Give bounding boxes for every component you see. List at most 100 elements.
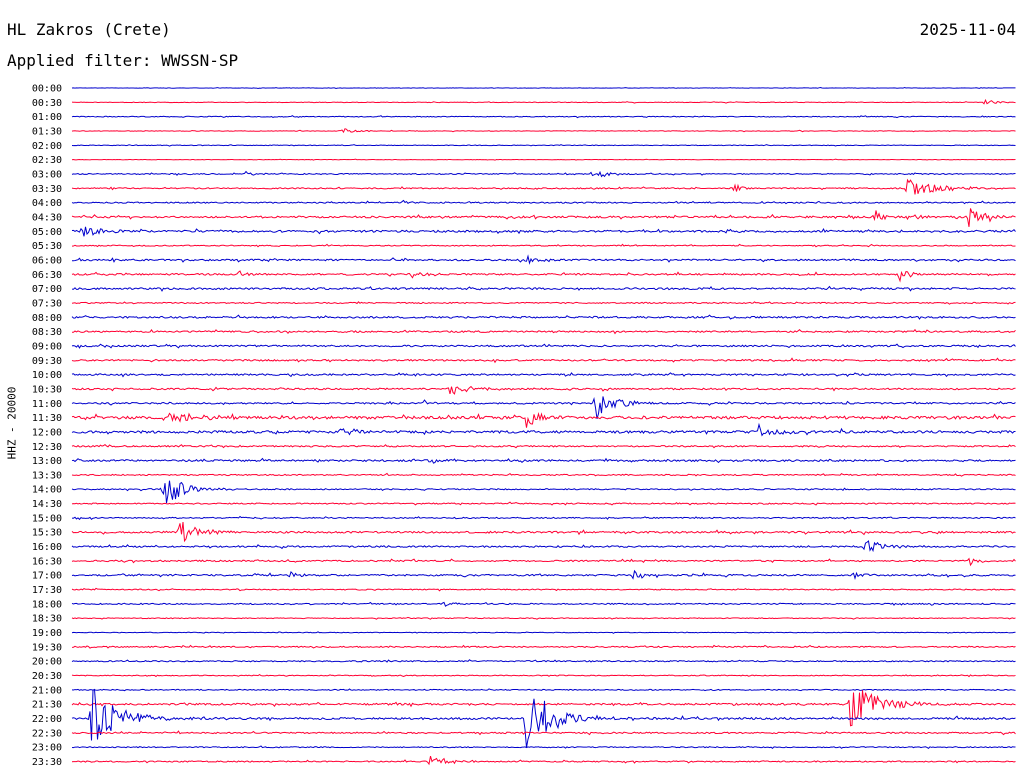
hour-label-2230: 22:30: [32, 728, 62, 739]
hour-label-0430: 04:30: [32, 212, 62, 223]
trace-1530: [71, 521, 1016, 543]
trace-1800: [71, 601, 1016, 607]
hour-label-1630: 16:30: [32, 556, 62, 567]
trace-1830: [71, 616, 1016, 620]
trace-1030: [71, 385, 1016, 395]
trace-0200: [71, 144, 1016, 147]
trace-1330: [71, 472, 1016, 477]
trace-0030: [71, 98, 1016, 105]
trace-1100: [71, 396, 1016, 419]
trace-1730: [71, 587, 1016, 592]
hour-label-1930: 19:30: [32, 642, 62, 653]
seismic-traces: [71, 86, 1016, 766]
hour-label-0330: 03:30: [32, 184, 62, 195]
trace-2130: [71, 690, 1016, 727]
hour-label-0830: 08:30: [32, 327, 62, 338]
hour-label-0700: 07:00: [32, 284, 62, 295]
trace-1930: [71, 644, 1016, 649]
hour-labels: 00:00 00:30 01:00 01:30 02:00 02:30 03:00 03:30…: [32, 84, 62, 769]
hour-label-0130: 01:30: [32, 126, 62, 137]
trace-2100: [71, 688, 1016, 692]
trace-1430: [71, 501, 1016, 506]
hour-label-1600: 16:00: [32, 542, 62, 553]
hour-label-0900: 09:00: [32, 341, 62, 352]
hour-label-1130: 11:30: [32, 413, 62, 424]
trace-0930: [71, 357, 1016, 364]
filter-label: Applied filter: WWSSN-SP: [7, 51, 239, 70]
hour-label-1530: 15:30: [32, 528, 62, 539]
trace-0900: [71, 343, 1016, 349]
trace-1500: [71, 515, 1016, 521]
trace-0530: [71, 243, 1016, 248]
hour-label-2200: 22:00: [32, 714, 62, 725]
hour-label-0500: 05:00: [32, 227, 62, 238]
trace-0700: [71, 285, 1016, 292]
trace-0430: [71, 208, 1016, 227]
hour-label-2300: 23:00: [32, 743, 62, 754]
trace-0830: [71, 328, 1016, 335]
hour-label-0230: 02:30: [32, 155, 62, 166]
trace-0500: [71, 226, 1016, 237]
trace-1230: [71, 443, 1016, 449]
trace-0400: [71, 199, 1016, 205]
hour-label-0000: 00:00: [32, 84, 62, 95]
hour-label-2100: 21:00: [32, 685, 62, 696]
trace-0130: [71, 128, 1016, 134]
hour-label-1700: 17:00: [32, 571, 62, 582]
trace-0230: [71, 158, 1016, 161]
trace-0630: [71, 270, 1016, 283]
hour-label-0100: 01:00: [32, 112, 62, 123]
hour-label-1000: 10:00: [32, 370, 62, 381]
trace-1600: [71, 540, 1016, 553]
trace-0800: [71, 314, 1016, 320]
hour-label-0530: 05:30: [32, 241, 62, 252]
trace-1400: [71, 480, 1016, 504]
trace-1900: [71, 631, 1016, 634]
trace-0730: [71, 301, 1016, 305]
station-title: HL Zakros (Crete): [7, 20, 171, 39]
trace-2300: [71, 745, 1016, 749]
trace-1630: [71, 557, 1016, 567]
trace-2230: [71, 730, 1016, 736]
trace-2030: [71, 673, 1016, 678]
trace-1000: [71, 372, 1016, 378]
hour-label-0600: 06:00: [32, 255, 62, 266]
hour-label-2130: 21:30: [32, 700, 62, 711]
trace-2330: [71, 755, 1016, 766]
trace-1700: [71, 569, 1016, 580]
hour-label-0200: 02:00: [32, 141, 62, 152]
hour-label-2030: 20:30: [32, 671, 62, 682]
hour-label-0400: 04:00: [32, 198, 62, 209]
trace-0000: [71, 86, 1016, 89]
hour-label-1900: 19:00: [32, 628, 62, 639]
hour-label-0800: 08:00: [32, 313, 62, 324]
hour-label-1300: 13:00: [32, 456, 62, 467]
hour-label-1030: 10:30: [32, 384, 62, 395]
hour-label-1200: 12:00: [32, 427, 62, 438]
hour-label-0730: 07:30: [32, 298, 62, 309]
hour-label-1230: 12:30: [32, 442, 62, 453]
trace-0100: [71, 115, 1016, 119]
trace-2000: [71, 659, 1016, 663]
hour-label-0630: 06:30: [32, 270, 62, 281]
trace-0600: [71, 254, 1016, 265]
hour-label-1500: 15:00: [32, 513, 62, 524]
hour-label-0300: 03:00: [32, 169, 62, 180]
trace-1130: [71, 411, 1016, 428]
hour-label-0030: 00:30: [32, 98, 62, 109]
date-label: 2025-11-04: [919, 20, 1016, 39]
hour-label-1400: 14:00: [32, 485, 62, 496]
hour-label-1800: 18:00: [32, 599, 62, 610]
hour-label-1330: 13:30: [32, 470, 62, 481]
hour-label-0930: 09:30: [32, 356, 62, 367]
hour-label-1100: 11:00: [32, 399, 62, 410]
trace-1300: [71, 457, 1016, 464]
trace-0330: [71, 178, 1016, 195]
hour-label-2000: 20:00: [32, 657, 62, 668]
hour-label-1830: 18:30: [32, 614, 62, 625]
hour-label-1730: 17:30: [32, 585, 62, 596]
trace-2200: [71, 688, 1016, 748]
trace-1200: [71, 422, 1016, 437]
hour-label-1430: 14:30: [32, 499, 62, 510]
